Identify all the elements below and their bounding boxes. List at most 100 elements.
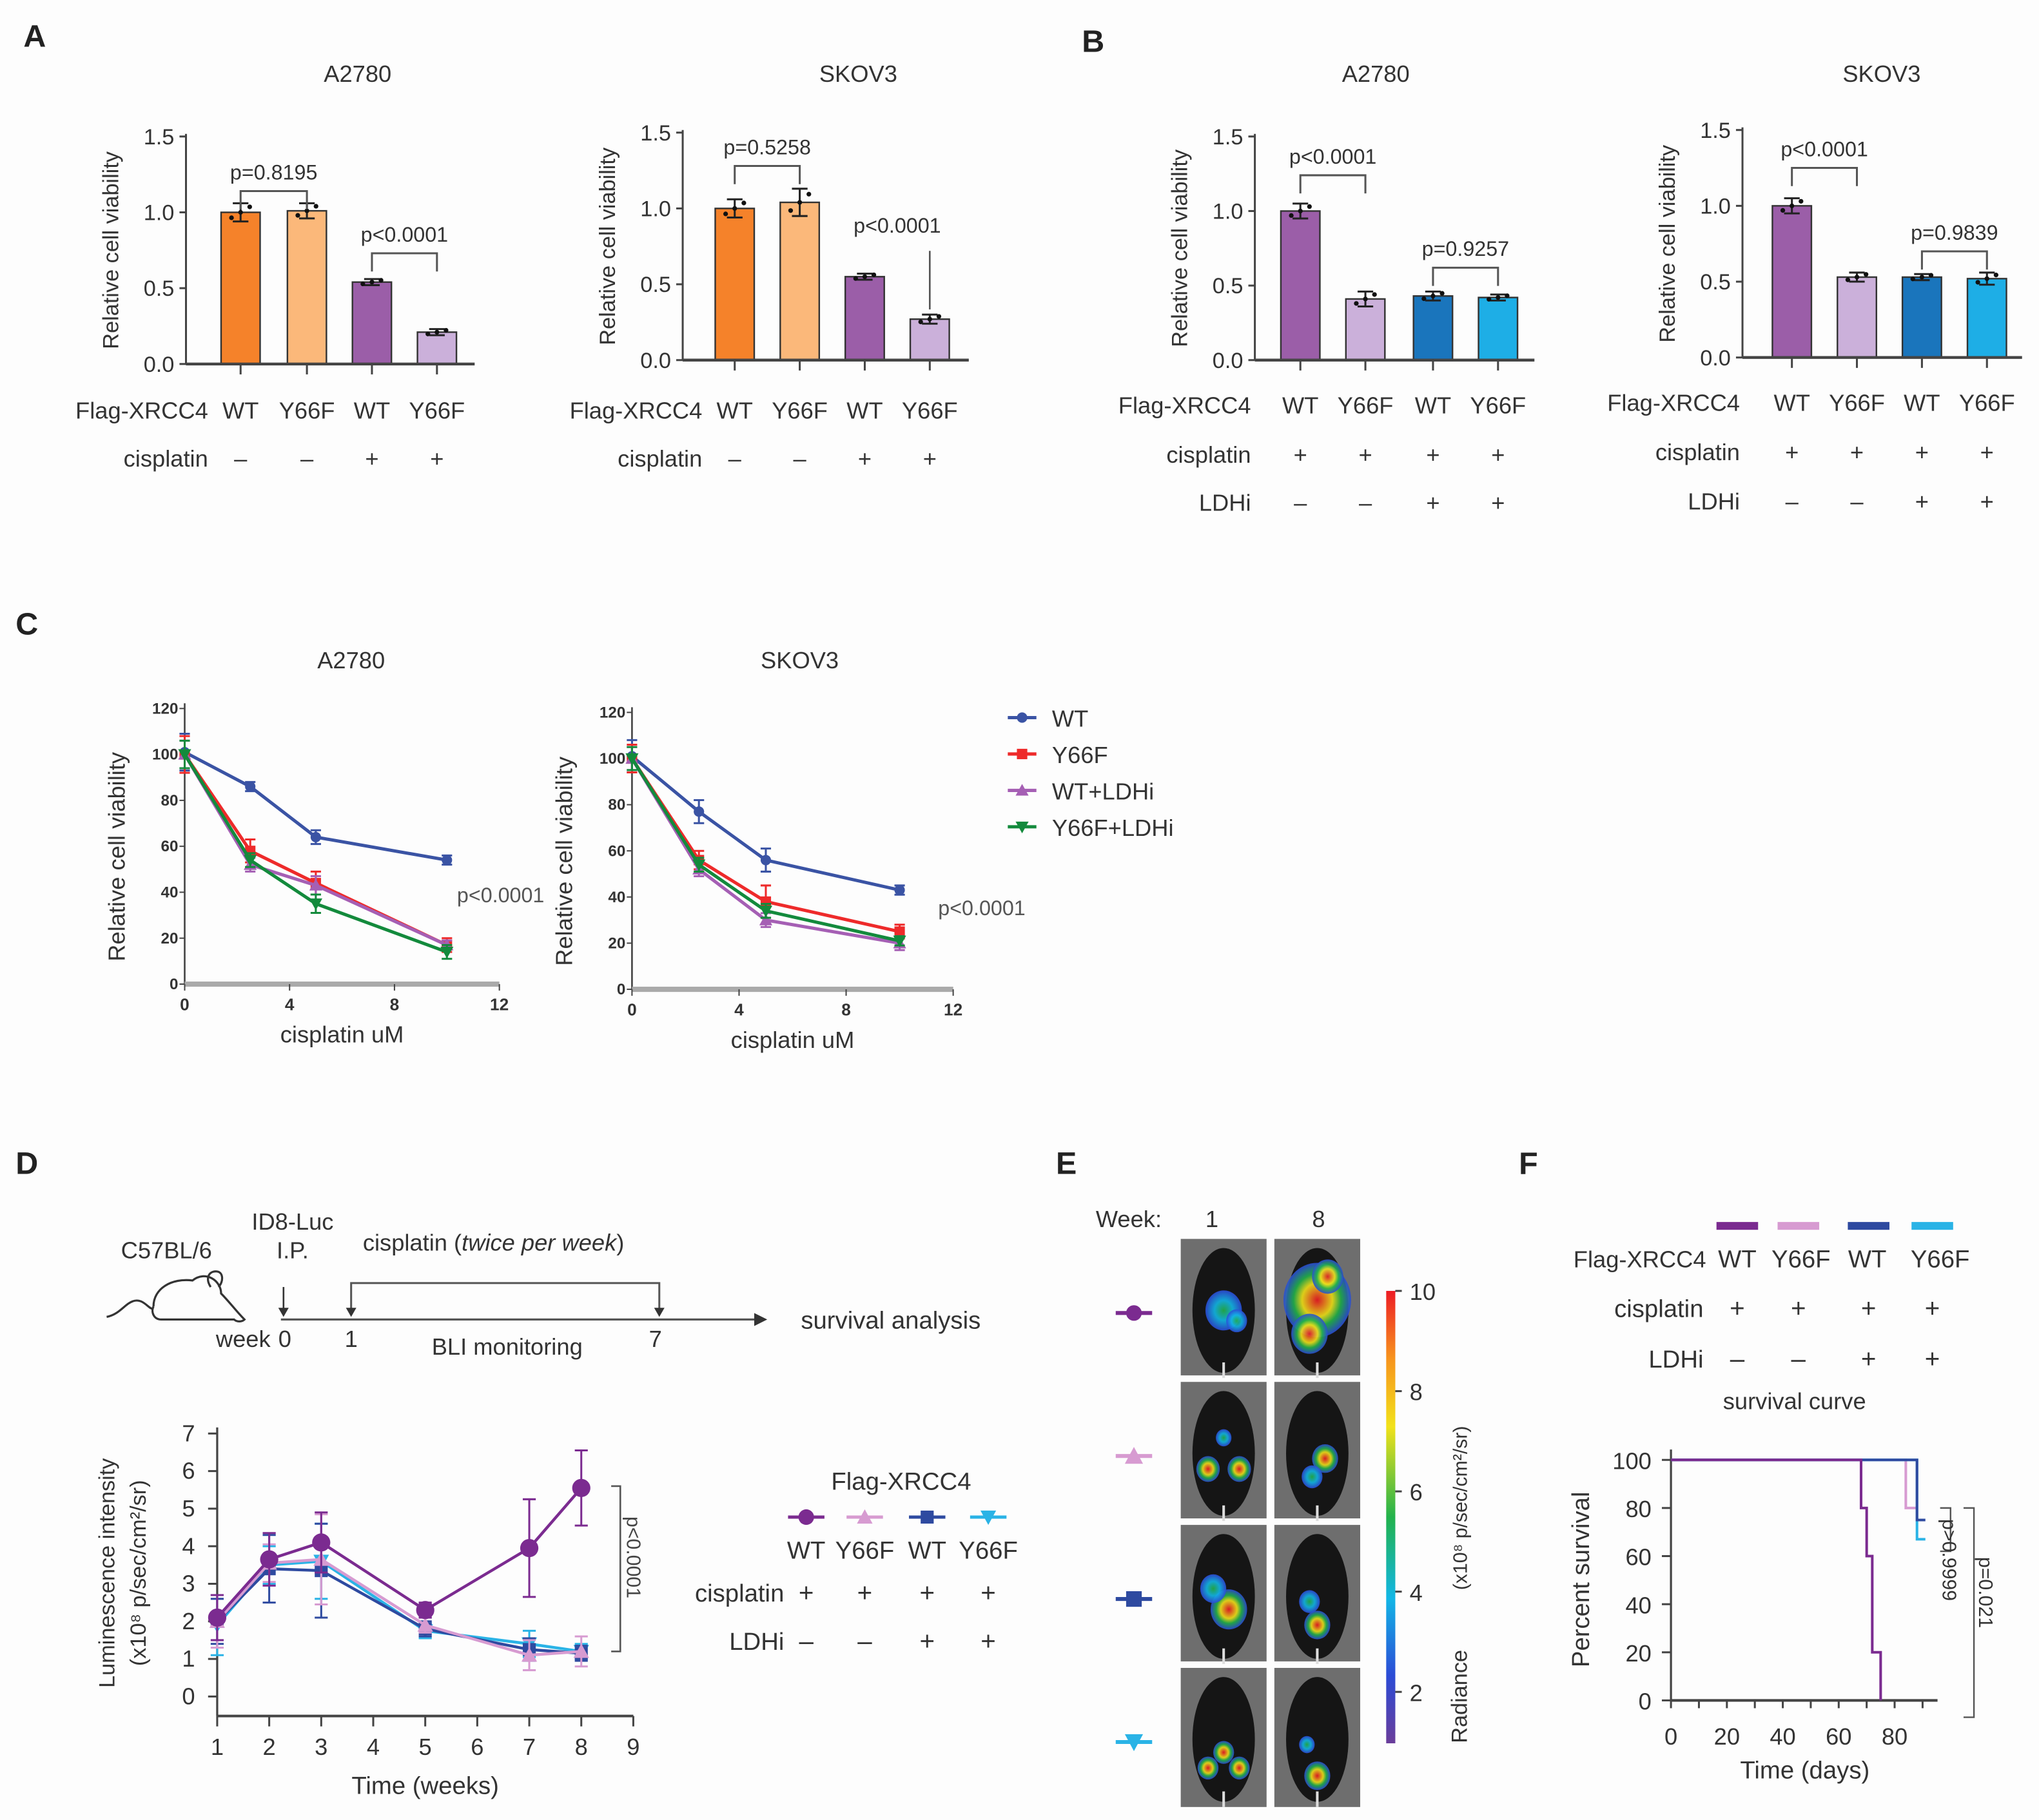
condition-value: – (1791, 1344, 1806, 1373)
significance-bracket (1920, 250, 1988, 270)
colorbar-tick-label: 10 (1410, 1279, 1436, 1305)
y-tick-label: 40 (1625, 1592, 1651, 1618)
legend-label: Y66F (959, 1537, 1018, 1565)
bar (1901, 276, 1942, 358)
condition-value: + (920, 1578, 935, 1607)
series-line-y66f+ldhi (630, 757, 901, 943)
data-point (1799, 198, 1804, 204)
data-point (295, 213, 300, 218)
data-point (304, 208, 309, 213)
data-point (1363, 296, 1368, 302)
y-tick-label: 0 (170, 976, 178, 993)
data-point (1372, 292, 1377, 297)
bar (909, 318, 950, 361)
bioluminescence-signal (1227, 1456, 1251, 1482)
data-point (1854, 275, 1860, 280)
data-point (378, 278, 384, 283)
legend-label: WT (1052, 706, 1088, 732)
y-tick-label: 0.5 (144, 276, 175, 301)
bioluminescence-signal (1304, 1761, 1331, 1790)
series-line (216, 1487, 583, 1619)
bioluminescence-signal (1304, 1611, 1331, 1640)
condition-value: + (920, 1626, 935, 1656)
y-tick-label: 20 (1625, 1640, 1651, 1667)
y-tick-label: 1.5 (144, 125, 175, 150)
colorbar-tick-label: 4 (1410, 1580, 1423, 1606)
condition-value: Y66F (1829, 389, 1885, 416)
data-point (440, 947, 454, 959)
data-point (1298, 208, 1303, 214)
y-tick-label: 1.5 (640, 121, 671, 146)
series-line-wt (630, 755, 901, 892)
bioluminescence-signal (1312, 1259, 1343, 1294)
p-value: p=0.9257 (1422, 237, 1509, 260)
legend-marker (1017, 748, 1028, 760)
y-axis-label: Relative cell viability (99, 151, 124, 349)
panel-label-c: C (15, 606, 38, 641)
chart-title: A2780 (1342, 61, 1410, 87)
bar (1837, 276, 1878, 358)
y-tick-label: 100 (600, 750, 625, 768)
bar (286, 209, 327, 365)
data-point (247, 204, 252, 209)
data-point (417, 1617, 433, 1632)
data-point (1439, 291, 1445, 296)
data-point (1505, 293, 1510, 298)
condition-value: WT (846, 398, 883, 424)
series-line-wt+ldhi (183, 753, 448, 947)
data-point (434, 329, 440, 335)
condition-value: – (794, 445, 807, 472)
data-point (416, 1601, 434, 1620)
data-point (572, 1478, 590, 1497)
condition-value: + (858, 445, 872, 472)
bioluminescence-signal (1302, 1465, 1323, 1489)
y-tick-label: 60 (161, 838, 179, 855)
legend-label: Y66F (1052, 742, 1108, 768)
data-point (1790, 203, 1795, 209)
y-tick-label: 5 (182, 1495, 195, 1522)
schematic-route: I.P. (277, 1237, 309, 1264)
data-point (1928, 273, 1934, 278)
data-point (760, 855, 772, 866)
bioluminescence-signal (1299, 1590, 1320, 1613)
series-line-y66f (183, 753, 448, 947)
y-tick-label: 0 (1639, 1689, 1652, 1715)
bioluminescence-signal (1196, 1456, 1220, 1482)
condition-value: + (980, 1626, 996, 1656)
x-tick-label: 12 (944, 1000, 962, 1019)
condition-value: + (1980, 439, 1994, 465)
bioluminescence-signal (1299, 1736, 1315, 1754)
condition-value: – (799, 1626, 814, 1656)
bar (1345, 298, 1386, 361)
condition-value: Y66F (409, 398, 465, 424)
condition-value: WT (1415, 392, 1451, 418)
bar (779, 201, 821, 361)
condition-value: WT (1773, 389, 1810, 416)
y-tick-label: 1.0 (1213, 200, 1244, 224)
condition-value: Y66F (772, 398, 828, 424)
condition-value: + (430, 445, 444, 472)
bioluminescence-signal (1229, 1756, 1250, 1780)
legend-marker (1015, 784, 1029, 796)
x-tick-label: 8 (390, 994, 400, 1014)
bar (351, 281, 393, 365)
data-point (312, 1533, 331, 1552)
x-tick-label: 12 (490, 994, 509, 1014)
y-tick-label: 0.0 (1700, 346, 1731, 371)
y-tick-label: 0 (617, 981, 625, 998)
data-point (260, 1550, 278, 1569)
schematic-week-label: week (215, 1326, 271, 1352)
legend-marker (798, 1509, 814, 1525)
y-tick-label: 40 (161, 884, 179, 902)
y-axis-label: Relative cell viability (104, 751, 130, 962)
condition-label: LDHi (729, 1628, 784, 1656)
data-point (788, 208, 794, 213)
y-axis-unit: (x10⁸ p/sec/cm²/sr) (126, 1480, 151, 1666)
bli-image (1180, 1382, 1267, 1522)
y-tick-label: 1.0 (640, 197, 671, 222)
x-tick-label: 6 (471, 1734, 483, 1760)
p-value: p=0.9839 (1911, 221, 1998, 244)
data-point (1864, 272, 1869, 277)
bioluminescence-signal (1216, 1429, 1232, 1447)
